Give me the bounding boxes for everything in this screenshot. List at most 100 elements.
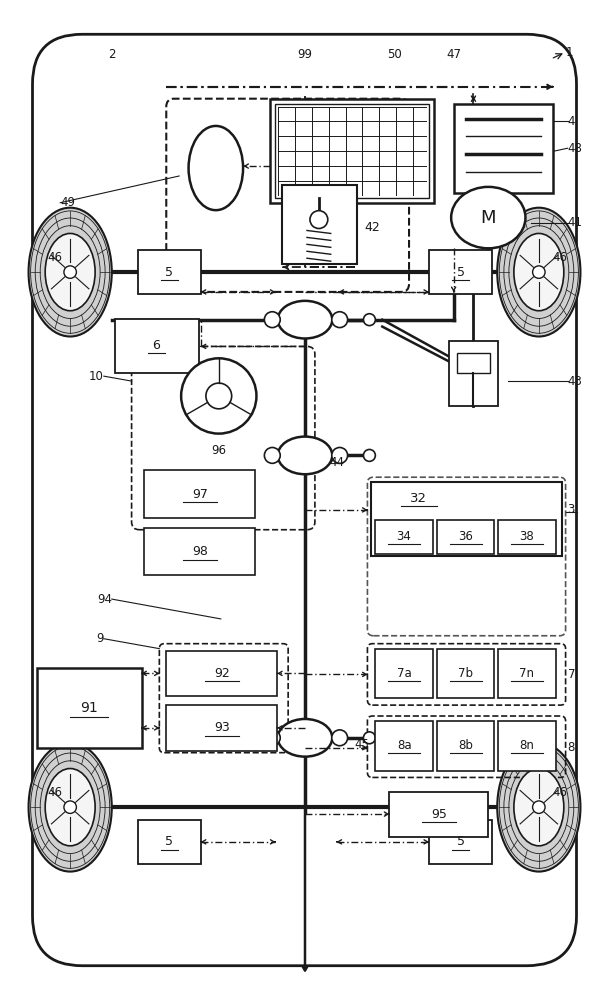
Circle shape: [332, 447, 348, 463]
Text: 10: 10: [89, 370, 104, 383]
Text: 46: 46: [553, 251, 568, 264]
Circle shape: [264, 447, 280, 463]
Text: 8b: 8b: [458, 739, 473, 752]
Bar: [437, 649, 495, 698]
Text: 45: 45: [354, 738, 370, 751]
Bar: [144, 470, 255, 518]
FancyBboxPatch shape: [32, 34, 577, 966]
Bar: [498, 520, 555, 554]
Text: 5: 5: [457, 835, 465, 848]
Text: 95: 95: [431, 808, 446, 821]
Bar: [437, 721, 495, 771]
Text: 8a: 8a: [397, 739, 412, 752]
Ellipse shape: [45, 769, 95, 846]
Bar: [282, 185, 356, 264]
Circle shape: [364, 449, 375, 461]
Ellipse shape: [278, 719, 333, 757]
Ellipse shape: [45, 233, 95, 311]
Bar: [270, 99, 434, 203]
Text: 98: 98: [192, 545, 208, 558]
Text: 93: 93: [214, 721, 230, 734]
Circle shape: [264, 312, 280, 328]
Circle shape: [332, 312, 348, 328]
Text: 43: 43: [568, 375, 582, 388]
Circle shape: [533, 801, 545, 813]
Text: 6: 6: [152, 339, 160, 352]
Text: 7: 7: [568, 668, 575, 681]
Bar: [375, 520, 433, 554]
Circle shape: [364, 732, 375, 744]
Text: 7n: 7n: [519, 667, 535, 680]
Bar: [457, 353, 490, 373]
Text: 1: 1: [566, 46, 573, 59]
Text: 5: 5: [165, 266, 173, 279]
Ellipse shape: [29, 743, 112, 872]
Circle shape: [181, 358, 256, 434]
Text: 49: 49: [60, 196, 76, 209]
Ellipse shape: [278, 301, 333, 338]
Bar: [498, 649, 555, 698]
Text: 32: 32: [410, 492, 428, 505]
Ellipse shape: [189, 126, 243, 210]
Ellipse shape: [278, 437, 333, 474]
Text: 92: 92: [214, 667, 230, 680]
Text: 41: 41: [568, 216, 583, 229]
Bar: [371, 482, 561, 556]
Circle shape: [64, 801, 76, 813]
Bar: [138, 820, 201, 864]
Text: 8: 8: [568, 741, 575, 754]
Text: 7a: 7a: [396, 667, 412, 680]
Bar: [375, 721, 433, 771]
Bar: [498, 721, 555, 771]
Circle shape: [533, 266, 545, 278]
Bar: [429, 820, 492, 864]
Circle shape: [310, 211, 328, 228]
Circle shape: [332, 730, 348, 746]
Text: 50: 50: [387, 48, 401, 61]
Text: 47: 47: [446, 48, 461, 61]
Text: 97: 97: [192, 488, 208, 501]
Text: 7b: 7b: [458, 667, 473, 680]
Text: 36: 36: [458, 530, 473, 543]
Bar: [429, 250, 492, 294]
Text: 3: 3: [568, 503, 575, 516]
Text: 2: 2: [108, 48, 116, 61]
Text: 5: 5: [457, 266, 465, 279]
Text: 44: 44: [329, 456, 345, 469]
Text: 46: 46: [48, 786, 62, 799]
Bar: [449, 341, 498, 406]
Text: M: M: [481, 209, 496, 227]
Text: 91: 91: [80, 701, 98, 715]
Text: 99: 99: [297, 48, 312, 61]
Bar: [275, 104, 429, 198]
Bar: [166, 705, 277, 751]
Circle shape: [264, 730, 280, 746]
Text: 46: 46: [553, 786, 568, 799]
Circle shape: [64, 266, 76, 278]
Ellipse shape: [497, 208, 580, 337]
Circle shape: [364, 314, 375, 326]
Bar: [144, 528, 255, 575]
Ellipse shape: [29, 208, 112, 337]
Ellipse shape: [514, 769, 564, 846]
Text: 4: 4: [568, 115, 575, 128]
Text: 38: 38: [519, 530, 534, 543]
Bar: [375, 649, 433, 698]
Bar: [166, 651, 277, 696]
Bar: [114, 319, 199, 373]
Bar: [38, 668, 141, 748]
Bar: [389, 792, 488, 837]
Text: 96: 96: [211, 444, 227, 457]
Ellipse shape: [451, 187, 526, 248]
Ellipse shape: [497, 743, 580, 872]
Ellipse shape: [514, 233, 564, 311]
Text: 5: 5: [165, 835, 173, 848]
Text: 94: 94: [97, 593, 112, 606]
Text: 8n: 8n: [519, 739, 534, 752]
Bar: [138, 250, 201, 294]
Text: 9: 9: [96, 632, 104, 645]
Text: 48: 48: [568, 142, 582, 155]
Text: 46: 46: [48, 251, 62, 264]
Bar: [437, 520, 495, 554]
Text: 34: 34: [396, 530, 412, 543]
